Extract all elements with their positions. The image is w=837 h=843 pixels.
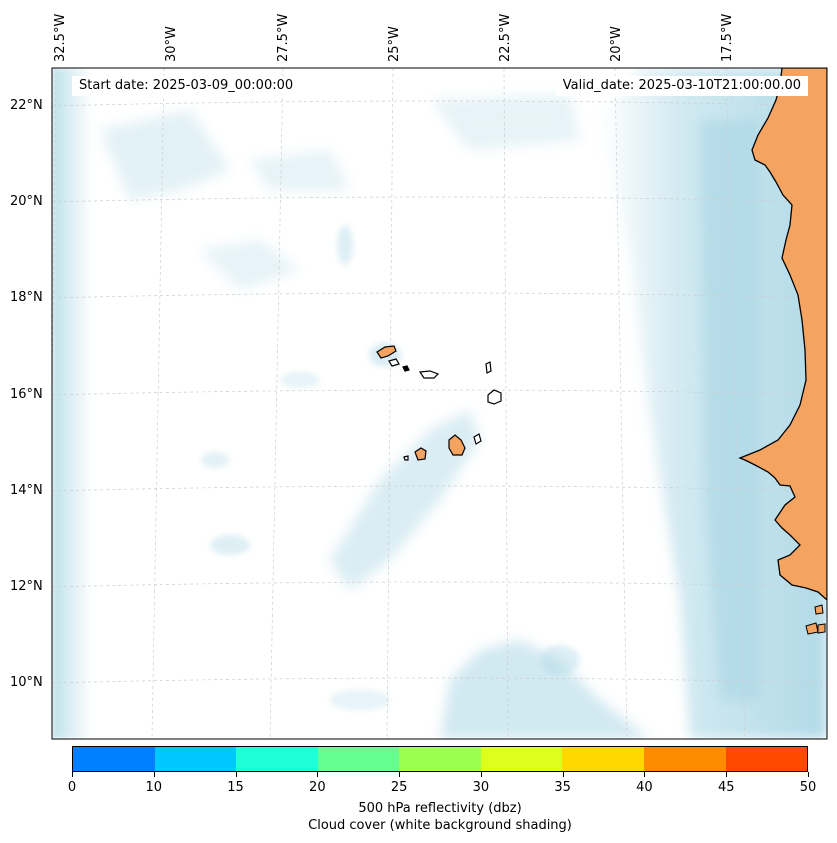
lat-tick-label: 18°N <box>10 290 43 305</box>
colorbar-tick-label: 25 <box>390 780 408 795</box>
reflectivity-colorbar <box>72 746 808 772</box>
graticule <box>52 68 827 739</box>
colorbar-segment <box>399 747 481 771</box>
colorbar-tick <box>726 772 728 777</box>
colorbar-tick <box>644 772 646 777</box>
colorbar-tick <box>235 772 237 777</box>
colorbar-tick-label: 35 <box>554 780 571 795</box>
colorbar-tick <box>153 772 155 777</box>
colorbar-tick <box>480 772 482 777</box>
lon-tick-label: 22.5°W <box>498 13 513 62</box>
colorbar-subtitle: Cloud cover (white background shading) <box>308 818 572 833</box>
colorbar-segment <box>725 747 808 771</box>
colorbar-tick-label: 50 <box>799 780 817 795</box>
valid-date-label: Valid_date: 2025-03-10T21:00:00.00 <box>555 76 808 96</box>
colorbar-tick-label: 0 <box>67 780 77 795</box>
cape-verde-islands <box>376 345 502 461</box>
colorbar-segment <box>236 747 318 771</box>
colorbar-tick <box>317 772 319 777</box>
lat-tick-label: 14°N <box>10 483 43 498</box>
colorbar-segment <box>643 747 726 771</box>
colorbar-segment <box>154 747 237 771</box>
colorbar-tick-label: 15 <box>227 780 244 795</box>
lon-tick-label: 32.5°W <box>53 13 68 62</box>
colorbar-tick <box>399 772 401 777</box>
colorbar-segment <box>317 747 400 771</box>
lat-tick-label: 10°N <box>10 675 43 690</box>
cloud-cover <box>52 68 827 739</box>
colorbar-tick <box>808 772 809 777</box>
lon-tick-label: 20°W <box>609 26 624 62</box>
lat-tick-label: 16°N <box>10 387 43 402</box>
colorbar-tick-label: 20 <box>309 780 326 795</box>
start-date-label: Start date: 2025-03-09_00:00:00 <box>72 76 301 96</box>
lon-tick-label: 17.5°W <box>720 13 735 62</box>
colorbar-segment <box>562 747 644 771</box>
africa-landmass <box>738 68 827 601</box>
bijagos-islands <box>805 604 826 635</box>
lon-tick-label: 27.5°W <box>276 13 291 62</box>
colorbar-tick-label: 40 <box>636 780 653 795</box>
colorbar-segment <box>480 747 563 771</box>
lon-tick-label: 25°W <box>387 26 402 62</box>
lat-tick-label: 22°N <box>10 98 43 113</box>
colorbar-tick-label: 30 <box>472 780 490 795</box>
colorbar-tick-label: 45 <box>717 780 735 795</box>
lon-tick-label: 30°W <box>164 26 179 62</box>
colorbar-tick <box>562 772 564 777</box>
lat-tick-label: 20°N <box>10 194 43 209</box>
colorbar-title: 500 hPa reflectivity (dbz) <box>358 801 522 816</box>
colorbar-tick-label: 10 <box>145 780 163 795</box>
lat-tick-label: 12°N <box>10 579 43 594</box>
colorbar-tick <box>72 772 73 777</box>
colorbar-segment <box>73 747 155 771</box>
